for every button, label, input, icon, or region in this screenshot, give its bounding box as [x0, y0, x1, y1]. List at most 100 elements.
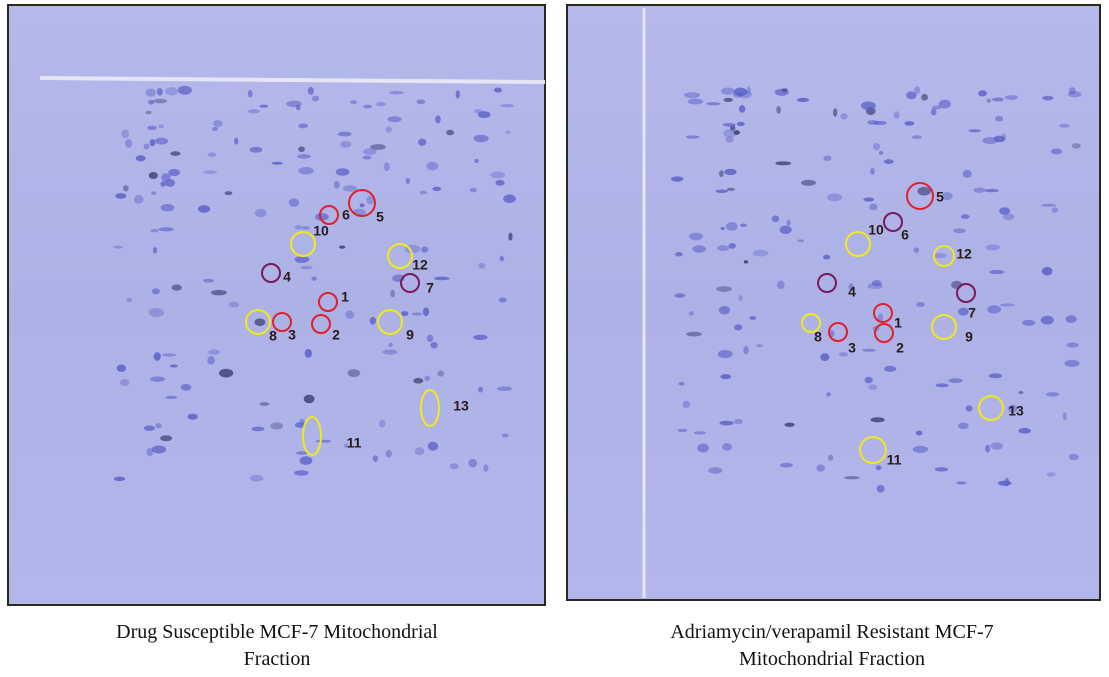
- gel-spot: [370, 144, 386, 150]
- gel-spot: [840, 113, 847, 119]
- gel-spot: [716, 189, 729, 192]
- gel-spot: [780, 225, 792, 234]
- gel-spot: [734, 130, 740, 135]
- gel-spot: [911, 135, 922, 139]
- gel-spot: [494, 88, 502, 93]
- gel-spot: [456, 90, 460, 99]
- gel-spot: [155, 138, 168, 145]
- gel-spot: [434, 277, 450, 281]
- gel-spot: [985, 445, 990, 453]
- gel-spot: [234, 138, 238, 145]
- gel-spot: [992, 98, 1004, 102]
- gel-spot: [158, 124, 163, 128]
- gel-spot: [1069, 87, 1076, 94]
- spot-label: 7: [968, 305, 976, 321]
- gel-spot: [161, 173, 170, 181]
- gel-spot: [120, 379, 129, 386]
- spot-label: 5: [376, 209, 384, 225]
- gel-spot: [340, 141, 351, 148]
- gel-spot: [150, 229, 159, 233]
- gel-spot: [426, 162, 438, 171]
- gel-spot: [738, 295, 742, 301]
- gel-spot: [861, 101, 876, 110]
- gel-spot: [753, 250, 768, 257]
- gel-spot: [720, 374, 731, 379]
- gel-spot: [963, 170, 972, 178]
- gel-spot: [415, 447, 424, 455]
- gel-spot: [823, 255, 830, 260]
- gel-spot: [300, 419, 305, 425]
- gel-spot: [678, 382, 684, 386]
- gel-spot: [1066, 342, 1078, 347]
- gel-spot: [473, 335, 487, 340]
- gel-spot: [1041, 316, 1054, 325]
- gel-spot: [149, 172, 158, 179]
- gel-spot: [913, 446, 929, 453]
- gel-spot: [203, 170, 216, 174]
- gel-spot: [844, 476, 860, 479]
- gel-spot: [255, 209, 267, 217]
- gel-spot: [674, 293, 685, 297]
- gel-spot: [823, 156, 831, 161]
- gel-spot: [1065, 360, 1080, 367]
- gel-spot: [165, 396, 177, 399]
- gel-spot: [801, 180, 816, 186]
- gel-spot: [740, 223, 747, 226]
- gel-spot: [114, 477, 125, 481]
- gel-spot: [289, 198, 299, 206]
- gel-spot: [136, 155, 146, 161]
- gel-spot: [956, 481, 967, 484]
- gel-spot: [869, 204, 877, 211]
- gel-spot: [780, 463, 793, 468]
- gel-spot: [721, 227, 725, 230]
- spot-label: 12: [412, 257, 428, 273]
- gel-spot: [508, 233, 512, 241]
- gel-spot: [160, 181, 165, 186]
- gel-spot: [1065, 315, 1076, 322]
- gel-spot: [989, 270, 1004, 274]
- gel-spot: [500, 104, 514, 107]
- gel-spot: [301, 226, 310, 230]
- gel-spot: [304, 395, 315, 404]
- gel-spot: [1000, 303, 1015, 306]
- gel-spot: [297, 154, 310, 159]
- spot-label: 13: [453, 398, 469, 414]
- gel-spot: [446, 130, 454, 136]
- gel-spot: [203, 279, 214, 283]
- gel-spot: [418, 139, 426, 146]
- gel-spot: [739, 105, 745, 113]
- gel-spot: [430, 342, 437, 349]
- gel-spot: [198, 205, 210, 212]
- gel-spot: [874, 121, 887, 125]
- gel-spot: [144, 143, 150, 149]
- gel-spot: [345, 310, 354, 319]
- gel-spot: [412, 312, 423, 315]
- gel-spot: [689, 311, 694, 315]
- gel-spot: [115, 193, 126, 199]
- gel-spot: [917, 187, 931, 196]
- gel-spot: [1051, 148, 1062, 154]
- spot-label: 10: [313, 223, 329, 239]
- gel-spot: [884, 366, 896, 372]
- gel-spot: [734, 419, 743, 424]
- gel-spot: [382, 350, 397, 355]
- gel-spot: [688, 99, 703, 105]
- gel-spot: [154, 352, 161, 361]
- gel-spot: [490, 171, 505, 178]
- gel-spot: [775, 161, 791, 165]
- gel-spot: [1042, 267, 1053, 276]
- gel-spot: [187, 414, 197, 420]
- gel-spot: [497, 386, 512, 390]
- gel-spot: [478, 387, 483, 393]
- gel-spot: [386, 450, 392, 458]
- gel-spot: [727, 188, 735, 191]
- figure: 1234567891011121312345678910111213 Drug …: [0, 0, 1109, 677]
- gel-spot: [782, 88, 788, 92]
- gel-spot: [159, 227, 174, 231]
- gel-spot: [474, 159, 478, 163]
- spot-label: 8: [814, 329, 822, 345]
- gel-spot: [719, 421, 733, 426]
- spot-label: 9: [406, 327, 414, 343]
- gel-spot: [904, 121, 914, 126]
- gel-spot: [425, 376, 431, 381]
